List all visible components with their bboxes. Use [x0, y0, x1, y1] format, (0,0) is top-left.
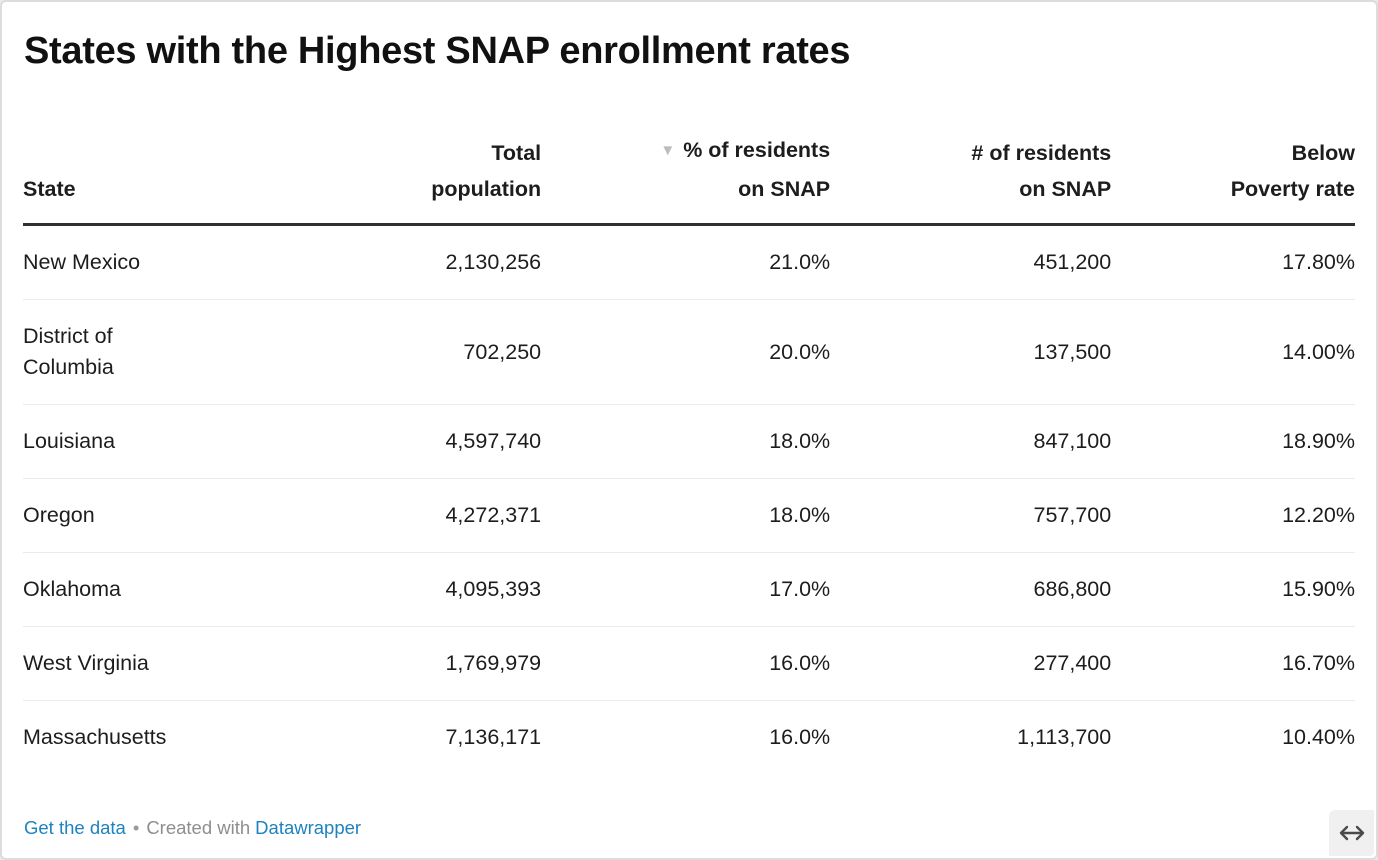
- cell-state: Oregon: [23, 478, 183, 553]
- column-header-num-on-snap-line1: # of residents: [971, 141, 1112, 165]
- column-header-total-population-line1: Total: [491, 141, 542, 165]
- cell-pct-on-snap: 17.0%: [541, 552, 831, 627]
- column-header-pct-on-snap-line1: % of residents: [683, 138, 831, 162]
- cell-total-population: 2,130,256: [182, 224, 542, 300]
- cell-poverty-rate: 17.80%: [1111, 224, 1355, 300]
- cell-pct-on-snap: 18.0%: [541, 404, 831, 479]
- table-row: District of Columbia 702,250 20.0% 137,5…: [23, 299, 1355, 405]
- cell-state: Oklahoma: [23, 552, 183, 627]
- horizontal-resize-icon: [1339, 825, 1364, 841]
- table-row: Louisiana 4,597,740 18.0% 847,100 18.90%: [23, 404, 1355, 479]
- column-header-state[interactable]: State: [23, 74, 183, 226]
- column-header-num-on-snap-line2: on SNAP: [1019, 177, 1112, 201]
- get-the-data-link[interactable]: Get the data: [24, 817, 126, 838]
- cell-num-on-snap: 757,700: [830, 478, 1112, 553]
- cell-pct-on-snap: 20.0%: [541, 299, 831, 405]
- cell-total-population: 702,250: [182, 299, 542, 405]
- column-header-pct-on-snap[interactable]: ▼ % of residents on SNAP: [541, 74, 831, 226]
- datawrapper-link[interactable]: Datawrapper: [255, 817, 362, 838]
- cell-total-population: 4,272,371: [182, 478, 542, 553]
- cell-poverty-rate: 10.40%: [1282, 725, 1355, 749]
- created-with-text: Created with: [146, 817, 251, 838]
- column-header-poverty-rate-line2: Poverty rate: [1230, 177, 1355, 201]
- cell-poverty-rate: 12.20%: [1111, 478, 1355, 553]
- cell-poverty-rate: 18.90%: [1111, 404, 1355, 479]
- cell-poverty-rate: 16.70%: [1111, 626, 1355, 701]
- cell-pct-on-snap: 16.0%: [541, 626, 831, 701]
- column-header-num-on-snap[interactable]: # of residents on SNAP: [830, 74, 1112, 226]
- cell-total-population: 4,597,740: [182, 404, 542, 479]
- cell-state: District of Columbia: [23, 299, 183, 405]
- cell-state: Massachusetts: [23, 725, 167, 749]
- data-table: State Total population ▼ % of residents o…: [23, 74, 1355, 774]
- cell-pct-on-snap: 18.0%: [541, 478, 831, 553]
- cell-num-on-snap: 1,113,700: [1017, 725, 1112, 749]
- footer-separator: •: [132, 817, 140, 838]
- cell-poverty-rate: 15.90%: [1111, 552, 1355, 627]
- cell-num-on-snap: 137,500: [830, 299, 1112, 405]
- cell-num-on-snap: 686,800: [830, 552, 1112, 627]
- cell-state: West Virginia: [23, 626, 183, 701]
- header-row: State Total population ▼ % of residents o…: [23, 74, 1355, 226]
- table-row: Oklahoma 4,095,393 17.0% 686,800 15.90%: [23, 552, 1355, 627]
- table-row: Oregon 4,272,371 18.0% 757,700 12.20%: [23, 478, 1355, 553]
- cell-poverty-rate: 14.00%: [1111, 299, 1355, 405]
- cell-num-on-snap: 277,400: [830, 626, 1112, 701]
- column-header-total-population-line2: population: [431, 177, 542, 201]
- cell-total-population: 4,095,393: [182, 552, 542, 627]
- table-row: New Mexico 2,130,256 21.0% 451,200 17.80…: [23, 224, 1355, 300]
- footer: Get the data • Created with Datawrapper: [24, 815, 361, 841]
- cell-pct-on-snap: 21.0%: [541, 224, 831, 300]
- table-row: Massachusetts 7,136,171 16.0% 1,113,700 …: [23, 701, 1355, 775]
- resize-embed-button[interactable]: [1329, 810, 1374, 856]
- table-row: West Virginia 1,769,979 16.0% 277,400 16…: [23, 626, 1355, 701]
- sort-descending-icon: ▼: [660, 142, 676, 159]
- cell-total-population: 1,769,979: [182, 626, 542, 701]
- cell-state: Louisiana: [23, 404, 183, 479]
- column-header-total-population[interactable]: Total population: [182, 74, 542, 226]
- column-header-poverty-rate-line1: Below: [1291, 141, 1355, 165]
- column-header-pct-on-snap-line2: on SNAP: [738, 177, 831, 201]
- cell-total-population: 7,136,171: [445, 725, 542, 749]
- column-header-state-label: State: [23, 177, 76, 201]
- cell-num-on-snap: 847,100: [830, 404, 1112, 479]
- table-container: State Total population ▼ % of residents o…: [2, 74, 1376, 774]
- column-header-poverty-rate[interactable]: Below Poverty rate: [1111, 74, 1355, 226]
- chart-title: States with the Highest SNAP enrollment …: [24, 30, 851, 72]
- cell-num-on-snap: 451,200: [830, 224, 1112, 300]
- cell-pct-on-snap: 16.0%: [769, 725, 831, 749]
- cell-state: New Mexico: [23, 224, 183, 300]
